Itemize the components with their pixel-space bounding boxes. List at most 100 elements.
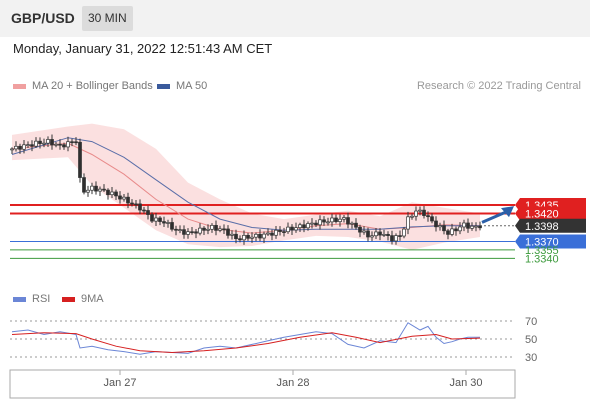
bollinger-swatch — [13, 83, 26, 89]
candle-body — [266, 232, 270, 235]
candle-body — [86, 189, 90, 193]
candle-body — [130, 202, 134, 205]
x-tick-label: Jan 28 — [276, 377, 309, 389]
candle-body — [46, 139, 50, 144]
candle-body — [386, 234, 390, 236]
candle-body — [150, 214, 154, 222]
candle-body — [426, 215, 430, 218]
candle-body — [314, 222, 318, 226]
forecast-arrowhead — [501, 206, 514, 218]
candle-body — [214, 225, 218, 231]
pair-title: GBP/USD — [11, 10, 75, 26]
candle-body — [422, 209, 426, 216]
candle-body — [438, 225, 442, 228]
candle-body — [414, 210, 418, 217]
candle-body — [66, 141, 70, 148]
candle-body — [270, 232, 274, 236]
candle-body — [378, 231, 382, 236]
candle-body — [22, 144, 26, 150]
candle-body — [82, 177, 86, 193]
candle-body — [302, 224, 306, 229]
rsi-tick-50: 50 — [525, 334, 537, 346]
candle-body — [90, 185, 94, 191]
support-label-1.3370: 1.3370 — [525, 237, 559, 249]
candle-body — [410, 215, 414, 218]
candle-body — [326, 221, 330, 224]
candle-body — [454, 228, 458, 232]
candle-body — [338, 218, 342, 222]
timeframe-button[interactable]: 30 MIN — [82, 6, 133, 31]
candle-body — [310, 222, 314, 225]
candle-body — [250, 236, 254, 239]
candle-body — [298, 224, 302, 228]
x-tick-label: Jan 27 — [103, 377, 136, 389]
candle-body — [26, 144, 30, 147]
candle-body — [226, 228, 230, 236]
candle-body — [234, 233, 238, 240]
candle-body — [390, 235, 394, 242]
candle-body — [178, 229, 182, 231]
legend-bollinger: MA 20 + Bollinger Bands — [13, 80, 153, 92]
target-label-1.3355: 1.3355 — [525, 245, 559, 257]
candle-body — [442, 225, 446, 232]
candle-body — [458, 226, 462, 232]
legend-rsi-ma: 9MA — [62, 293, 104, 305]
candle-body — [350, 222, 354, 225]
candle-body — [74, 141, 78, 144]
candle-body — [210, 225, 214, 230]
rsi-series-9MA — [11, 332, 481, 354]
candle-body — [98, 188, 102, 192]
candle-body — [134, 203, 138, 206]
candle-body — [242, 235, 246, 241]
candle-body — [258, 233, 262, 239]
support-tag-1.3370 — [515, 234, 586, 249]
candle-body — [218, 228, 222, 231]
candle-body — [70, 141, 74, 144]
resistance-label-1.3420: 1.3420 — [525, 208, 559, 220]
candle-body — [54, 143, 58, 146]
candle-body — [230, 233, 234, 236]
candle-body — [342, 217, 346, 220]
rsi-swatch — [13, 296, 26, 302]
target-label-1.3340: 1.3340 — [525, 253, 559, 265]
candle-body — [118, 195, 122, 200]
candle-body — [406, 216, 410, 230]
candle-body — [434, 220, 438, 228]
candle-body — [154, 217, 158, 222]
candle-body — [198, 227, 202, 234]
candle-body — [466, 222, 470, 229]
candle-body — [366, 230, 370, 238]
candle-body — [462, 222, 466, 228]
candle-body — [354, 222, 358, 228]
candle-body — [346, 217, 350, 225]
candle-body — [274, 229, 278, 236]
candle-body — [358, 226, 362, 233]
candle-body — [158, 217, 162, 222]
candle-body — [162, 221, 166, 224]
candle-body — [138, 203, 142, 211]
candle-body — [186, 231, 190, 235]
candle-body — [294, 227, 298, 231]
credit-text: Research © 2022 Trading Central — [416, 80, 581, 92]
candle-body — [38, 140, 42, 144]
candle-body — [114, 191, 118, 197]
candle-body — [418, 209, 422, 212]
candle-body — [122, 196, 126, 200]
candle-body — [318, 219, 322, 226]
candle-body — [262, 233, 266, 239]
candle-body — [430, 216, 434, 222]
candle-body — [190, 231, 194, 234]
rsi-series-RSI — [11, 322, 480, 355]
candle-body — [382, 234, 386, 236]
candle-body — [146, 210, 150, 215]
candle-body — [306, 223, 310, 229]
candle-body — [30, 144, 34, 147]
candle-body — [62, 144, 66, 148]
candle-body — [94, 185, 98, 192]
candle-body — [170, 222, 174, 230]
legend-rsi: RSI — [13, 293, 50, 305]
candle-body — [362, 230, 366, 233]
candle-body — [246, 235, 250, 239]
candle-body — [450, 228, 454, 235]
